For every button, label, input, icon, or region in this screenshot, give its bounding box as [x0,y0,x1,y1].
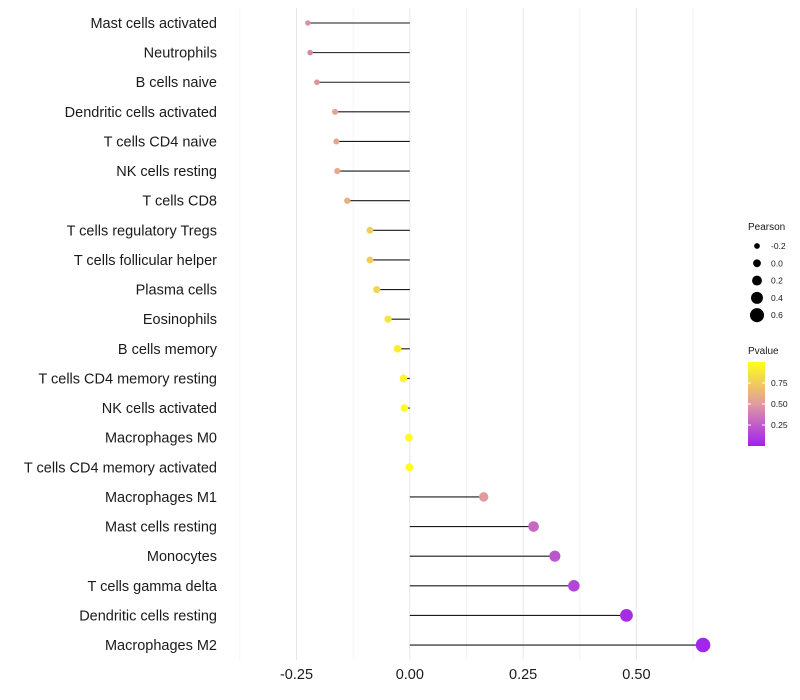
category-label: T cells CD4 memory activated [24,460,217,476]
lollipop-point [405,433,413,442]
pvalue-legend-label: 0.50 [771,399,788,409]
lollipop-point [549,550,561,562]
lollipop-point [366,256,374,264]
lollipop-point [305,20,311,26]
category-label: T cells CD4 naive [104,134,217,150]
lollipop-point [384,315,392,323]
category-label: Monocytes [147,549,217,565]
x-tick-label: -0.25 [280,667,313,683]
pearson-legend-key [754,243,760,249]
category-labels: Mast cells activated Neutrophils B cells n… [24,16,218,654]
category-label: Plasma cells [136,283,217,299]
lollipop-point [344,197,351,204]
category-label: Dendritic cells resting [79,608,217,624]
lollipop-point [568,579,580,592]
category-label: Macrophages M2 [105,638,217,654]
lollipop-points [305,20,711,653]
pearson-legend-title: Pearson [748,222,785,233]
x-axis-tick-labels: -0.25 0.00 0.25 0.50 [280,667,651,683]
pearson-legend-label: 0.0 [771,258,783,268]
lollipop-point [331,108,339,115]
pvalue-colorbar [748,362,765,446]
pearson-legend-key [753,259,761,268]
category-label: T cells gamma delta [88,579,218,595]
x-tick-label: 0.50 [622,667,650,683]
category-label: Dendritic cells activated [65,105,217,121]
lollipop-stems [307,22,704,646]
category-label: NK cells resting [116,164,217,180]
x-tick-label: 0.25 [509,667,537,683]
lollipop-point [366,226,374,234]
pvalue-color-legend: Pvalue 0.75 0.50 0.25 [748,346,788,446]
lollipop-point [620,609,633,622]
category-label: Macrophages M0 [105,431,217,447]
category-label: NK cells activated [102,401,217,417]
pearson-legend-key [749,308,765,323]
category-label: T cells follicular helper [74,253,217,269]
grid [239,8,694,660]
lollipop-point [333,138,340,145]
lollipop-point [400,404,409,412]
lollipop-point [405,463,414,472]
pearson-legend-label: 0.6 [771,310,783,320]
lollipop-point [314,79,320,86]
pvalue-legend-label: 0.75 [771,378,788,388]
category-label: Neutrophils [144,46,217,62]
category-label: Mast cells resting [105,520,217,536]
pvalue-legend-title: Pvalue [748,346,779,357]
lollipop-point [528,521,539,532]
lollipop-point [373,286,381,294]
lollipop-point [307,49,313,56]
lollipop-point [393,345,402,353]
pearson-legend-label: 0.2 [771,276,783,286]
category-label: Mast cells activated [90,16,217,32]
category-label: Eosinophils [143,312,217,328]
lollipop-point [478,492,489,502]
category-label: Macrophages M1 [105,490,217,506]
pearson-legend-key [752,275,762,286]
category-label: T cells CD4 memory resting [38,371,217,387]
category-label: B cells memory [118,342,218,358]
pearson-legend-label: 0.4 [771,293,783,303]
lollipop-point [334,168,341,175]
pearson-size-legend: Pearson -0.2 0.0 0.2 0.4 0.6 [748,222,786,323]
pvalue-legend-label: 0.25 [771,420,788,430]
lollipop-point [695,637,711,653]
x-tick-label: 0.00 [396,667,424,683]
pearson-legend-key [751,291,763,304]
category-label: T cells regulatory Tregs [67,223,217,239]
lollipop-point [399,374,408,383]
category-label: B cells naive [136,75,217,91]
category-label: T cells CD8 [142,194,217,210]
pearson-legend-label: -0.2 [771,241,786,251]
